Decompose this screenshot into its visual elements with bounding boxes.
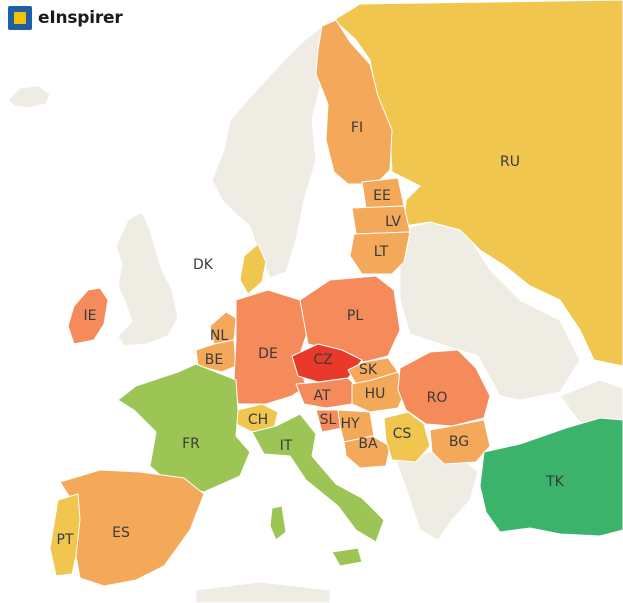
background-land	[7, 19, 623, 603]
country-label-cz: CZ	[313, 352, 332, 368]
country-label-ru: RU	[500, 154, 520, 170]
country-label-bg: BG	[449, 434, 469, 450]
country-label-ie: IE	[84, 308, 97, 324]
country-shape-ba[interactable]	[343, 435, 391, 469]
einspirer-logo-icon	[8, 6, 32, 30]
country-shape-lt[interactable]	[349, 231, 411, 275]
country-label-cs: CS	[393, 426, 412, 442]
country-labels: RU FI EE LV LT DK IE NL BE DE PL CZ SK A…	[57, 120, 565, 548]
country-label-be: BE	[205, 352, 223, 368]
country-label-hu: HU	[365, 386, 386, 402]
land-scandinavia	[211, 19, 343, 279]
country-shape-dk[interactable]	[239, 243, 267, 295]
country-shape-tk[interactable]	[479, 417, 623, 537]
country-label-fr: FR	[182, 436, 200, 452]
land-balkans-south	[395, 451, 479, 541]
country-label-de: DE	[258, 346, 278, 362]
country-label-es: ES	[112, 525, 130, 541]
country-label-pt: PT	[57, 532, 74, 548]
country-shape-nl[interactable]	[209, 311, 237, 345]
land-uk	[115, 211, 179, 347]
country-label-dk: DK	[193, 257, 214, 273]
country-shape-it[interactable]	[251, 413, 385, 543]
country-label-pl: PL	[347, 308, 363, 324]
country-shapes	[49, 0, 623, 587]
land-north-africa	[195, 581, 331, 603]
country-label-at: AT	[313, 388, 330, 404]
country-label-tk: TK	[545, 474, 565, 490]
country-label-ba: BA	[358, 436, 378, 452]
country-shape-pt[interactable]	[49, 493, 81, 577]
land-iceland	[7, 85, 51, 109]
country-label-lv: LV	[385, 214, 401, 230]
country-label-ro: RO	[427, 390, 448, 406]
country-label-fi: FI	[351, 120, 363, 136]
country-shape-es[interactable]	[59, 469, 205, 587]
brand: eInspirer	[8, 6, 123, 30]
country-label-it: IT	[280, 438, 293, 454]
country-shape-sicily[interactable]	[331, 547, 363, 567]
country-shape-cs[interactable]	[383, 411, 431, 463]
country-label-sl: SL	[320, 412, 337, 428]
country-label-hy: HY	[340, 416, 360, 432]
country-label-nl: NL	[210, 328, 228, 344]
country-label-ee: EE	[373, 188, 391, 204]
country-shape-bg[interactable]	[429, 419, 491, 465]
country-label-sk: SK	[359, 362, 378, 378]
country-shape-lv[interactable]	[351, 205, 411, 235]
country-shape-fr[interactable]	[117, 363, 251, 493]
country-label-lt: LT	[374, 244, 389, 260]
brand-name: eInspirer	[38, 8, 123, 28]
country-label-ch: CH	[248, 412, 268, 428]
country-shape-ie[interactable]	[67, 287, 109, 345]
country-shape-ro[interactable]	[397, 349, 491, 427]
country-shape-sardinia[interactable]	[269, 505, 287, 541]
